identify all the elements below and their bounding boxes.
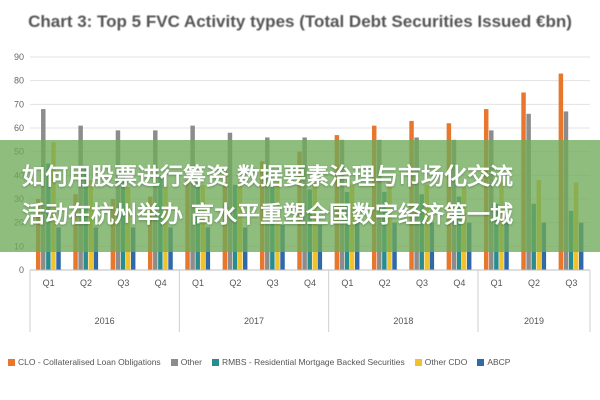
year-label: 2017 (244, 316, 264, 326)
chart-title: Chart 3: Top 5 FVC Activity types (Total… (28, 12, 572, 31)
x-tick-label: Q1 (491, 278, 503, 288)
legend-swatch (211, 358, 219, 366)
y-tick-label: 60 (14, 123, 24, 133)
legend-swatch (477, 358, 485, 366)
x-tick-label: Q2 (80, 278, 92, 288)
chart-legend: CLO - Collateralised Loan Obligations Oth… (8, 350, 598, 374)
y-tick-label: 0 (19, 265, 24, 275)
x-tick-label: Q3 (267, 278, 279, 288)
year-label: 2016 (95, 316, 115, 326)
overlay-banner: 如何用股票进行筹资 数据要素治理与市场化交流 活动在杭州举办 高水平重塑全国数字… (0, 140, 600, 252)
legend-item: CLO - Collateralised Loan Obligations (8, 357, 161, 367)
x-tick-label: Q4 (155, 278, 167, 288)
legend-item: RMBS - Residential Mortgage Backed Secur… (211, 357, 405, 367)
legend-item: Other CDO (414, 357, 468, 367)
legend-item: Other (170, 357, 202, 367)
x-tick-label: Q1 (192, 278, 204, 288)
y-tick-label: 80 (14, 76, 24, 86)
year-label: 2018 (393, 316, 413, 326)
x-tick-label: Q3 (565, 278, 577, 288)
x-tick-label: Q2 (528, 278, 540, 288)
legend-label: Other (180, 357, 202, 367)
legend-swatch (8, 358, 15, 366)
year-label: 2019 (524, 316, 544, 326)
x-tick-label: Q4 (304, 278, 316, 288)
legend-label: CLO - Collateralised Loan Obligations (18, 357, 161, 367)
legend-swatch (170, 358, 178, 366)
x-tick-label: Q2 (229, 278, 241, 288)
x-tick-label: Q1 (341, 278, 353, 288)
x-tick-label: Q3 (416, 278, 428, 288)
x-tick-label: Q4 (453, 278, 465, 288)
banner-line-1: 如何用股票进行筹资 数据要素治理与市场化交流 (22, 164, 514, 190)
x-tick-label: Q3 (117, 278, 129, 288)
legend-label: Other CDO (424, 357, 468, 367)
legend-label: ABCP (487, 357, 511, 367)
y-tick-label: 70 (14, 99, 24, 109)
banner-line-2: 活动在杭州举办 高水平重塑全国数字经济第一城 (22, 202, 514, 228)
x-tick-label: Q2 (379, 278, 391, 288)
legend-label: RMBS - Residential Mortgage Backed Secur… (221, 357, 405, 367)
legend-item: ABCP (477, 357, 510, 367)
x-tick-label: Q1 (43, 278, 55, 288)
legend-swatch (414, 358, 422, 366)
y-tick-label: 90 (14, 52, 24, 62)
